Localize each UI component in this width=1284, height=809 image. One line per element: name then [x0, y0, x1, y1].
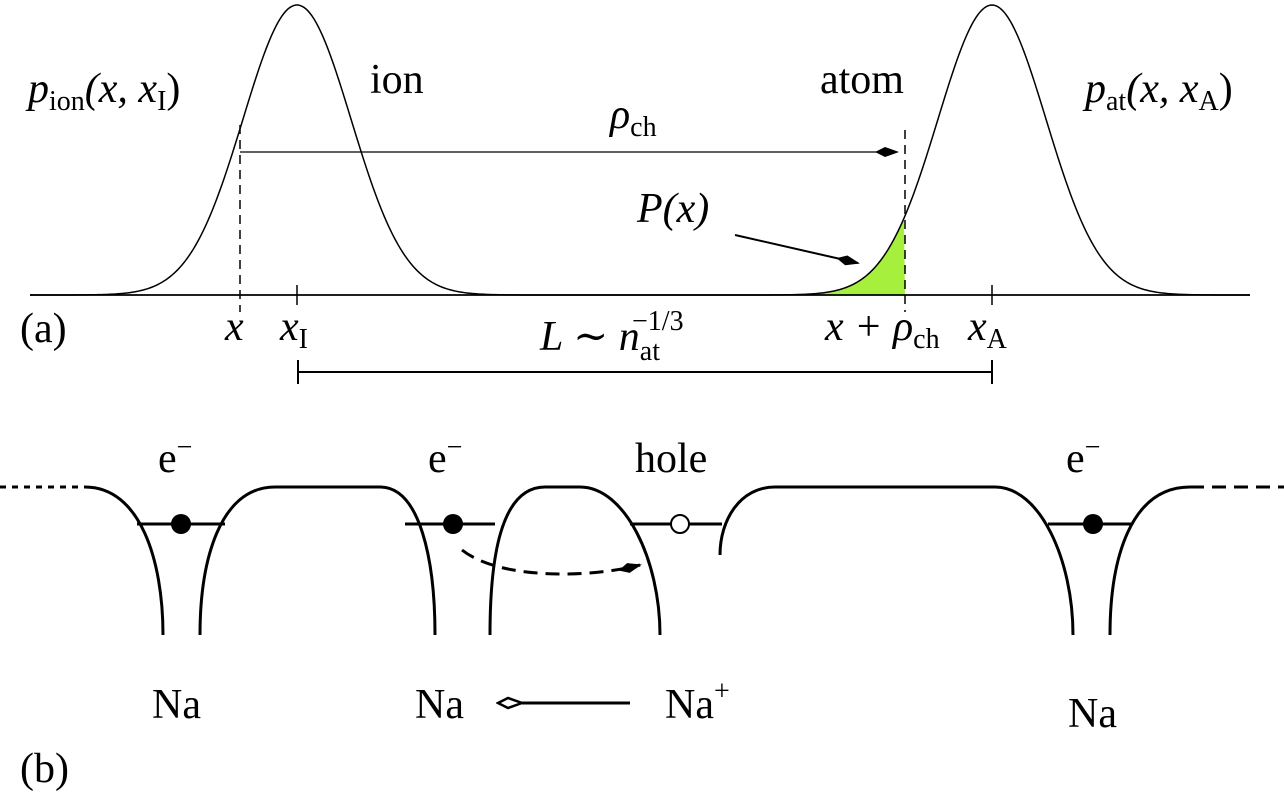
electron: [171, 514, 191, 534]
electron-label: e−: [1066, 432, 1100, 482]
overlap-area: [800, 218, 905, 295]
p-arrow: [734, 234, 860, 266]
atom-label: Na: [415, 682, 464, 728]
hole-label: hole: [635, 436, 707, 482]
p-label: P(x): [636, 186, 709, 232]
gaussian: [30, 4, 1250, 296]
ion-label: Na+: [665, 676, 730, 728]
x-label: x: [224, 304, 244, 350]
p-ion-label: pion(x, xI): [25, 66, 180, 117]
atom-label: Na: [152, 682, 201, 728]
panel-label: (b): [20, 746, 69, 792]
electron-label: e−: [428, 432, 462, 482]
gaussian: [30, 4, 1250, 296]
xi-label: xI: [279, 304, 308, 355]
electron: [443, 514, 463, 534]
hole: [670, 514, 690, 534]
rho-label: ρch: [608, 92, 657, 143]
x-rho-label: x + ρch: [824, 304, 940, 355]
panel-label: (a): [20, 306, 67, 352]
ion-label: ion: [370, 57, 424, 103]
atom-label: atom: [820, 57, 904, 103]
electron: [1083, 514, 1103, 534]
p-at-label: pat(x, xA): [1082, 66, 1233, 117]
l-label: L ∼ nat−1/3: [539, 306, 684, 367]
gaussians: [30, 4, 1250, 296]
xa-label: xA: [967, 304, 1008, 355]
electron-label: e−: [158, 432, 192, 482]
atom-label: Na: [1068, 691, 1117, 737]
